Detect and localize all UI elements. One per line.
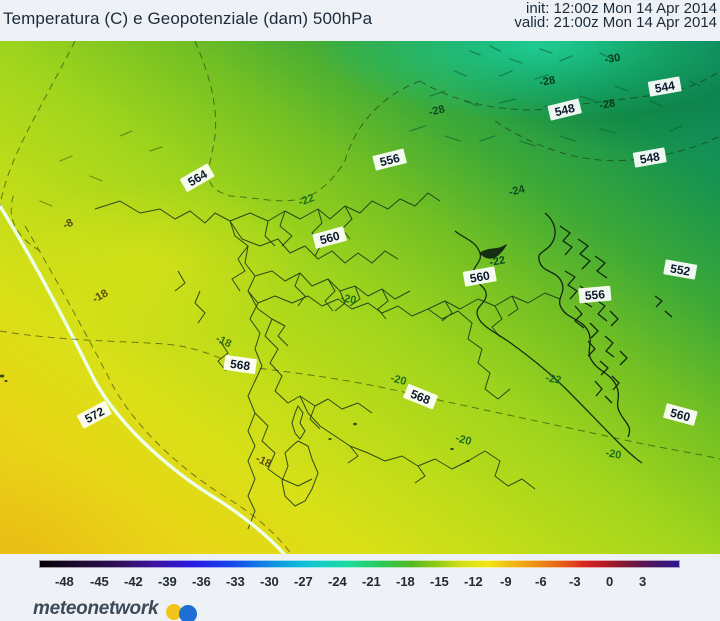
svg-text:568: 568 — [229, 357, 251, 374]
svg-text:556: 556 — [584, 287, 605, 303]
svg-text:-30: -30 — [604, 52, 621, 66]
